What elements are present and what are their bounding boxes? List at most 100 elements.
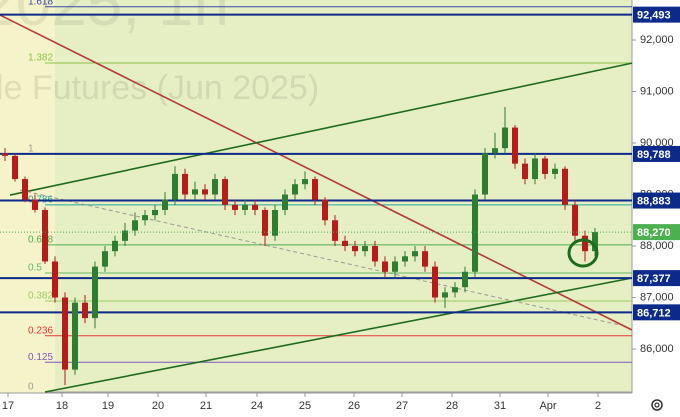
x-tick-label: 18	[56, 400, 68, 412]
candle-body	[542, 158, 548, 174]
candle-body	[152, 209, 158, 216]
candle-body	[372, 246, 378, 262]
candle-body	[432, 266, 438, 298]
y-tick-label: 86,000	[640, 343, 674, 355]
y-tick-label: 92,000	[640, 34, 674, 46]
y-tick-label: 87,000	[640, 291, 674, 303]
candle-body	[592, 232, 598, 252]
candle-body	[462, 271, 468, 288]
candle-body	[32, 199, 38, 210]
candle-body	[422, 251, 428, 267]
candle-body	[162, 199, 168, 210]
candle-body	[192, 189, 198, 195]
x-tick-label: 28	[446, 400, 458, 412]
fib-label: 0	[28, 382, 34, 393]
candle-body	[132, 220, 138, 231]
candle-body	[582, 235, 588, 252]
candle-body	[512, 127, 518, 164]
candle-body	[572, 204, 578, 236]
candle-body	[202, 189, 208, 195]
fib-label: 0.618	[28, 235, 53, 246]
candle-body	[242, 204, 248, 210]
gear-outer[interactable]	[651, 399, 663, 411]
trend-line	[19, 189, 621, 326]
candle-body	[562, 168, 568, 205]
candle-body	[82, 302, 88, 319]
candle-body	[442, 292, 448, 298]
candle-body	[232, 204, 238, 210]
x-tick-label: 19	[102, 400, 114, 412]
candle-body	[282, 194, 288, 210]
candle-body	[1, 153, 8, 156]
candle-body	[392, 261, 398, 272]
x-tick-label: 2	[595, 400, 601, 412]
candle-body	[472, 194, 478, 272]
candle-body	[332, 220, 338, 241]
x-tick-label: 31	[494, 400, 506, 412]
price-label: 88,883	[637, 195, 671, 207]
x-tick-label: 20	[152, 400, 164, 412]
x-tick-label: 24	[251, 400, 263, 412]
price-label: 86,712	[637, 307, 671, 319]
candle-body	[352, 246, 358, 252]
candle-body	[342, 240, 348, 247]
candle-body	[322, 199, 328, 221]
price-label: 92,493	[637, 10, 671, 22]
y-tick-label: 91,000	[640, 85, 674, 97]
candle-body	[12, 155, 18, 180]
candle-body	[22, 179, 28, 200]
highlight-circle	[567, 238, 599, 268]
candle-body	[182, 173, 188, 195]
fib-label: 0.236	[28, 325, 53, 336]
candle-body	[172, 173, 178, 200]
candle-body	[312, 179, 318, 200]
price-label-box	[633, 145, 680, 162]
candle-body	[402, 256, 408, 262]
price-label-box	[633, 192, 680, 209]
candle-body	[552, 168, 558, 174]
candle-body	[302, 179, 308, 185]
price-label-box	[633, 224, 680, 241]
candle-body	[142, 215, 148, 221]
price-label: 89,788	[637, 149, 671, 161]
settings-icon[interactable]	[651, 399, 663, 411]
candle-body	[62, 297, 68, 370]
trend-line	[9, 62, 633, 196]
candle-body	[382, 261, 388, 272]
candle-body	[502, 127, 508, 149]
candle-body	[482, 153, 488, 195]
candle-body	[122, 230, 128, 241]
price-label-box	[633, 6, 680, 23]
fib-label: 1.382	[28, 53, 53, 64]
trend-line	[44, 277, 633, 393]
candle-body	[362, 246, 368, 252]
candle-body	[522, 163, 528, 180]
candle-body	[72, 302, 78, 370]
time-axis	[0, 393, 632, 417]
watermark: le Futures (Jun 2025)	[0, 69, 319, 107]
candle-body	[412, 251, 418, 257]
candle-body	[492, 148, 498, 154]
y-tick-label: 88,000	[640, 240, 674, 252]
shaded-region	[55, 0, 632, 393]
candle-body	[92, 266, 98, 319]
x-tick-label: 27	[396, 400, 408, 412]
fib-label: 0.5	[28, 263, 42, 274]
fib-label: 0.382	[28, 291, 53, 302]
x-tick-label: 21	[200, 400, 212, 412]
candle-body	[212, 179, 218, 195]
candle-body	[252, 204, 258, 210]
fib-label: 1	[28, 144, 34, 155]
y-tick-label: 90,000	[640, 137, 674, 149]
candle-body	[222, 179, 228, 205]
candle-body	[262, 209, 268, 236]
candle-body	[52, 261, 58, 298]
candle-body	[102, 251, 108, 267]
candle-body	[42, 209, 48, 262]
candle-body	[112, 240, 118, 252]
candle-body	[292, 184, 298, 195]
price-label-box	[633, 270, 680, 287]
gear-inner[interactable]	[654, 402, 660, 408]
